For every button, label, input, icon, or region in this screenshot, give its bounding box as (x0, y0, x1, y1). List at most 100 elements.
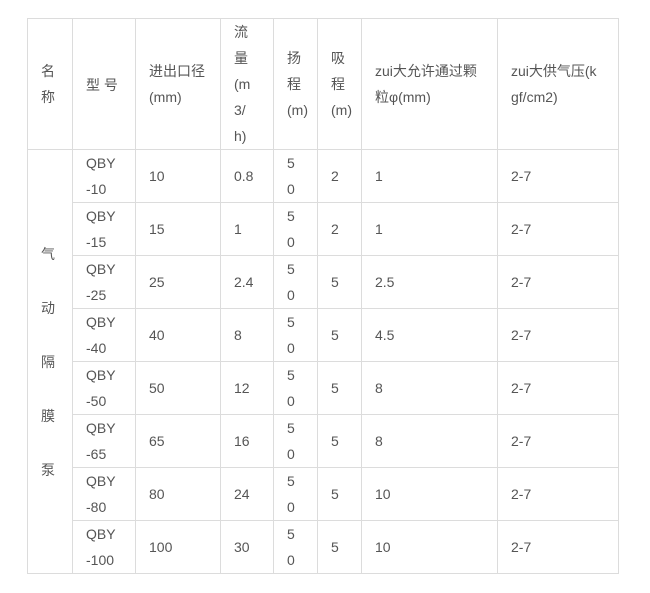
cell-pressure: 2-7 (497, 414, 619, 468)
category-label: 气动隔膜泵 (41, 245, 55, 478)
column-header-model-label: 型 号 (86, 76, 118, 93)
head-value: 50 (287, 155, 295, 197)
table-row: QBY-15 15 1 50 2 1 2-7 (28, 202, 619, 256)
cell-pressure: 2-7 (497, 149, 619, 203)
cell-particle: 1 (361, 149, 498, 203)
cell-suction: 5 (317, 467, 362, 521)
table-row: QBY-25 25 2.4 50 5 2.5 2-7 (28, 255, 619, 309)
cell-model: QBY-65 (72, 414, 136, 468)
pump-spec-table: 名称 型 号 进出口径(mm) 流量(m3/h) 扬程(m) 吸程(m) zui… (27, 18, 619, 574)
column-header-suction-label: 吸程(m) (331, 50, 352, 118)
table-row: QBY-40 40 8 50 5 4.5 2-7 (28, 308, 619, 362)
cell-suction: 5 (317, 520, 362, 574)
cell-diameter: 50 (135, 361, 221, 415)
cell-diameter: 100 (135, 520, 221, 574)
cell-diameter: 65 (135, 414, 221, 468)
cell-particle: 10 (361, 520, 498, 574)
cell-model: QBY-25 (72, 255, 136, 309)
head-value: 50 (287, 526, 295, 568)
model-value: QBY-40 (86, 314, 116, 356)
column-header-pressure: zui大供气压(kgf/cm2) (497, 18, 619, 150)
column-header-diameter-label: 进出口径(mm) (149, 63, 205, 105)
cell-head: 50 (273, 414, 318, 468)
cell-head: 50 (273, 520, 318, 574)
model-value: QBY-10 (86, 155, 116, 197)
cell-pressure: 2-7 (497, 520, 619, 574)
column-header-head: 扬程(m) (273, 18, 318, 150)
table-header-row: 名称 型 号 进出口径(mm) 流量(m3/h) 扬程(m) 吸程(m) zui… (27, 18, 619, 150)
cell-pressure: 2-7 (497, 361, 619, 415)
cell-flow: 8 (220, 308, 274, 362)
cell-suction: 2 (317, 149, 362, 203)
table-row: 气动隔膜泵 QBY-10 10 0.8 50 2 1 2-7 (27, 149, 619, 574)
cell-diameter: 15 (135, 202, 221, 256)
cell-flow: 2.4 (220, 255, 274, 309)
model-value: QBY-15 (86, 208, 116, 250)
cell-pressure: 2-7 (497, 308, 619, 362)
cell-suction: 5 (317, 308, 362, 362)
cell-particle: 2.5 (361, 255, 498, 309)
cell-head: 50 (273, 202, 318, 256)
column-header-head-label: 扬程(m) (287, 50, 308, 118)
cell-model: QBY-40 (72, 308, 136, 362)
model-value: QBY-80 (86, 473, 116, 515)
cell-flow: 16 (220, 414, 274, 468)
table-row: QBY-80 80 24 50 5 10 2-7 (28, 467, 619, 521)
cell-model: QBY-100 (72, 520, 136, 574)
column-header-model: 型 号 (72, 18, 136, 150)
head-value: 50 (287, 314, 295, 356)
cell-flow: 12 (220, 361, 274, 415)
column-header-diameter: 进出口径(mm) (135, 18, 221, 150)
cell-particle: 10 (361, 467, 498, 521)
cell-particle: 8 (361, 414, 498, 468)
cell-particle: 1 (361, 202, 498, 256)
column-header-name: 名称 (27, 18, 73, 150)
cell-model: QBY-10 (72, 149, 136, 203)
cell-model: QBY-15 (72, 202, 136, 256)
model-value: QBY-25 (86, 261, 116, 303)
column-header-suction: 吸程(m) (317, 18, 362, 150)
table-row: QBY-50 50 12 50 5 8 2-7 (28, 361, 619, 415)
cell-head: 50 (273, 467, 318, 521)
cell-head: 50 (273, 255, 318, 309)
head-value: 50 (287, 473, 295, 515)
head-value: 50 (287, 208, 295, 250)
cell-head: 50 (273, 361, 318, 415)
cell-pressure: 2-7 (497, 467, 619, 521)
cell-suction: 5 (317, 361, 362, 415)
cell-category: 气动隔膜泵 (27, 149, 73, 574)
model-value: QBY-50 (86, 367, 116, 409)
cell-diameter: 25 (135, 255, 221, 309)
cell-diameter: 80 (135, 467, 221, 521)
column-header-particle: zui大允许通过颗粒φ(mm) (361, 18, 498, 150)
table-row: QBY-100 100 30 50 5 10 2-7 (28, 520, 619, 574)
cell-diameter: 40 (135, 308, 221, 362)
cell-particle: 8 (361, 361, 498, 415)
cell-pressure: 2-7 (497, 202, 619, 256)
cell-suction: 5 (317, 414, 362, 468)
spec-table-container: 名称 型 号 进出口径(mm) 流量(m3/h) 扬程(m) 吸程(m) zui… (27, 18, 619, 574)
head-value: 50 (287, 420, 295, 462)
cell-flow: 30 (220, 520, 274, 574)
cell-particle: 4.5 (361, 308, 498, 362)
model-value: QBY-100 (86, 526, 116, 568)
cell-diameter: 10 (135, 149, 221, 203)
column-header-pressure-label: zui大供气压(kgf/cm2) (511, 63, 597, 105)
cell-head: 50 (273, 308, 318, 362)
cell-suction: 2 (317, 202, 362, 256)
column-header-particle-label: zui大允许通过颗粒φ(mm) (375, 63, 477, 105)
cell-model: QBY-80 (72, 467, 136, 521)
cell-model: QBY-50 (72, 361, 136, 415)
cell-pressure: 2-7 (497, 255, 619, 309)
column-header-flow-label: 流量(m3/h) (234, 24, 251, 144)
cell-flow: 1 (220, 202, 274, 256)
head-value: 50 (287, 367, 295, 409)
cell-flow: 24 (220, 467, 274, 521)
cell-suction: 5 (317, 255, 362, 309)
model-value: QBY-65 (86, 420, 116, 462)
table-row: QBY-65 65 16 50 5 8 2-7 (28, 414, 619, 468)
cell-head: 50 (273, 149, 318, 203)
column-header-flow: 流量(m3/h) (220, 18, 274, 150)
head-value: 50 (287, 261, 295, 303)
cell-flow: 0.8 (220, 149, 274, 203)
